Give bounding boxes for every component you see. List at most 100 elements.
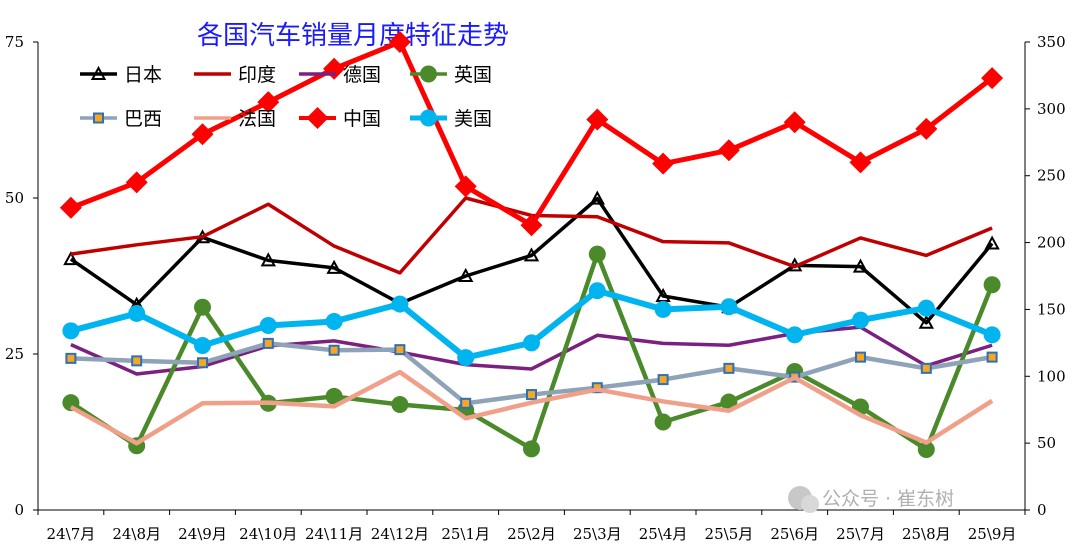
y-left-tick-label: 50 (5, 189, 24, 207)
data-point (589, 190, 605, 205)
legend-label: 美国 (454, 108, 492, 130)
data-point (194, 298, 211, 316)
data-point (260, 252, 276, 267)
y-right-tick-label: 150 (1037, 300, 1066, 318)
data-point (63, 251, 79, 266)
data-point (588, 245, 606, 263)
data-point (325, 387, 343, 405)
data-point (460, 397, 472, 409)
legend-label: 德国 (343, 64, 381, 86)
legend-marker (420, 109, 437, 127)
data-point (391, 295, 409, 313)
series-4 (65, 337, 998, 409)
data-point (257, 91, 280, 114)
y-right-tick-label: 200 (1037, 234, 1066, 252)
legend-item: 法国 (194, 108, 276, 130)
x-tick-label: 25\6月 (770, 525, 819, 543)
data-point (986, 351, 998, 363)
data-point (526, 389, 537, 401)
data-point (523, 334, 540, 352)
legend-label: 英国 (454, 64, 492, 86)
x-tick-label: 25\1月 (441, 525, 490, 543)
data-point (65, 352, 77, 364)
x-tick-label: 24\10月 (239, 525, 297, 543)
data-point (62, 322, 80, 340)
series-line (69, 369, 994, 446)
y-left-tick-label: 75 (5, 33, 24, 51)
data-point (657, 374, 669, 386)
data-point (259, 316, 277, 334)
y-right-tick-label: 300 (1037, 100, 1066, 118)
series-line (70, 325, 993, 376)
legend-marker (90, 65, 107, 80)
data-point (783, 111, 806, 134)
data-point (654, 413, 672, 431)
legend-item: 巴西 (80, 108, 162, 130)
data-point (394, 344, 406, 356)
series-2 (70, 325, 993, 376)
series-5 (69, 369, 994, 446)
data-point (983, 326, 1001, 344)
data-point (125, 171, 148, 194)
data-point (323, 57, 346, 80)
data-point (326, 259, 342, 274)
series-6 (59, 31, 1004, 237)
data-point (454, 175, 477, 198)
x-tick-label: 25\7月 (836, 525, 885, 543)
data-point (849, 151, 872, 174)
y-left-tick-label: 25 (5, 345, 24, 363)
data-point (262, 337, 274, 349)
data-point (588, 282, 606, 300)
x-tick-label: 25\4月 (639, 525, 688, 543)
data-point (59, 196, 82, 219)
data-point (197, 357, 208, 369)
legend-label: 法国 (238, 108, 276, 130)
data-point (523, 247, 540, 262)
legend-label: 日本 (124, 64, 162, 86)
x-tick-label: 24\9月 (178, 525, 227, 543)
legend-item: 德国 (299, 64, 381, 86)
x-tick-label: 24\8月 (112, 525, 161, 543)
data-point (128, 304, 146, 322)
data-point (786, 326, 804, 344)
x-tick-label: 24\7月 (47, 525, 96, 543)
legend-item: 英国 (410, 64, 492, 86)
data-point (983, 276, 1001, 294)
data-point (194, 337, 211, 355)
watermark-text: 公众号 · 崔东树 (822, 488, 954, 510)
legend-label: 印度 (238, 64, 276, 86)
x-tick-label: 25\9月 (968, 525, 1017, 543)
y-left-tick-label: 0 (14, 501, 24, 519)
data-point (458, 267, 474, 282)
legend-label: 巴西 (124, 108, 162, 130)
chart-title: 各国汽车销量月度特征走势 (197, 21, 509, 51)
y-right-tick-label: 100 (1037, 367, 1066, 385)
x-tick-label: 24\12月 (371, 525, 429, 543)
series-line (69, 196, 994, 325)
y-right-tick-label: 50 (1037, 434, 1056, 452)
legend-marker (306, 107, 329, 129)
legend-marker (420, 65, 437, 83)
data-point (457, 349, 475, 367)
watermark: 公众号 · 崔东树 (788, 486, 954, 513)
data-point (520, 214, 543, 237)
data-point (328, 344, 340, 356)
data-point (720, 298, 738, 316)
x-tick-label: 25\8月 (902, 525, 951, 543)
data-point (852, 311, 869, 329)
data-point (918, 314, 934, 329)
data-point (654, 300, 672, 318)
data-point (852, 258, 869, 273)
wechat-icon-bubble (801, 495, 819, 513)
data-point (523, 440, 540, 458)
data-point (652, 152, 675, 175)
series-7 (62, 282, 1001, 367)
y-right-tick-label: 0 (1037, 501, 1047, 519)
axes: 0 25 50 75 0 50 100 150 200 250 300 350 24\7月 24\8月 24… (5, 33, 1066, 543)
series-line (69, 251, 995, 452)
data-point (717, 139, 740, 162)
data-point (388, 31, 411, 53)
x-tick-label: 25\3月 (573, 525, 622, 543)
